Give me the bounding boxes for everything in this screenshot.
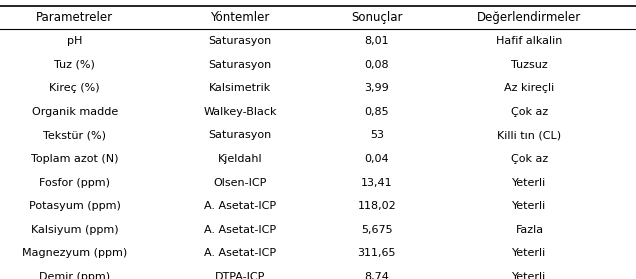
Text: Toplam azot (N): Toplam azot (N) xyxy=(31,154,118,164)
Text: Organik madde: Organik madde xyxy=(32,107,118,117)
Text: 311,65: 311,65 xyxy=(357,249,396,258)
Text: 13,41: 13,41 xyxy=(361,178,392,188)
Text: 3,99: 3,99 xyxy=(364,83,389,93)
Text: Yeterli: Yeterli xyxy=(513,178,546,188)
Text: Değerlendirmeler: Değerlendirmeler xyxy=(478,11,581,24)
Text: Yeterli: Yeterli xyxy=(513,272,546,279)
Text: Sonuçlar: Sonuçlar xyxy=(351,11,403,24)
Text: Saturasyon: Saturasyon xyxy=(209,36,272,46)
Text: Yöntemler: Yöntemler xyxy=(211,11,270,24)
Text: Fosfor (ppm): Fosfor (ppm) xyxy=(39,178,110,188)
Text: pH: pH xyxy=(67,36,83,46)
Text: Killi tın (CL): Killi tın (CL) xyxy=(497,130,562,140)
Text: 118,02: 118,02 xyxy=(357,201,396,211)
Text: 5,675: 5,675 xyxy=(361,225,392,235)
Text: DTPA-ICP: DTPA-ICP xyxy=(215,272,265,279)
Text: Saturasyon: Saturasyon xyxy=(209,60,272,69)
Text: Fazla: Fazla xyxy=(515,225,544,235)
Text: Magnezyum (ppm): Magnezyum (ppm) xyxy=(22,249,127,258)
Text: A. Asetat-ICP: A. Asetat-ICP xyxy=(204,249,276,258)
Text: Tuz (%): Tuz (%) xyxy=(54,60,95,69)
Text: Yeterli: Yeterli xyxy=(513,201,546,211)
Text: 0,08: 0,08 xyxy=(364,60,389,69)
Text: Kireç (%): Kireç (%) xyxy=(50,83,100,93)
Text: A. Asetat-ICP: A. Asetat-ICP xyxy=(204,201,276,211)
Text: Tekstür (%): Tekstür (%) xyxy=(43,130,106,140)
Text: Kalsimetrik: Kalsimetrik xyxy=(209,83,271,93)
Text: Olsen-ICP: Olsen-ICP xyxy=(214,178,266,188)
Text: Çok az: Çok az xyxy=(511,154,548,164)
Text: Tuzsuz: Tuzsuz xyxy=(511,60,548,69)
Text: 8,74: 8,74 xyxy=(364,272,389,279)
Text: Kalsiyum (ppm): Kalsiyum (ppm) xyxy=(31,225,118,235)
Text: Potasyum (ppm): Potasyum (ppm) xyxy=(29,201,121,211)
Text: Parametreler: Parametreler xyxy=(36,11,113,24)
Text: Yeterli: Yeterli xyxy=(513,249,546,258)
Text: Kjeldahl: Kjeldahl xyxy=(218,154,263,164)
Text: Saturasyon: Saturasyon xyxy=(209,130,272,140)
Text: Çok az: Çok az xyxy=(511,107,548,117)
Text: Az kireçli: Az kireçli xyxy=(504,83,555,93)
Text: 8,01: 8,01 xyxy=(364,36,389,46)
Text: 53: 53 xyxy=(370,130,384,140)
Text: A. Asetat-ICP: A. Asetat-ICP xyxy=(204,225,276,235)
Text: Hafif alkalin: Hafif alkalin xyxy=(496,36,563,46)
Text: 0,85: 0,85 xyxy=(364,107,389,117)
Text: Demir (ppm): Demir (ppm) xyxy=(39,272,110,279)
Text: 0,04: 0,04 xyxy=(364,154,389,164)
Text: Walkey-Black: Walkey-Black xyxy=(204,107,277,117)
